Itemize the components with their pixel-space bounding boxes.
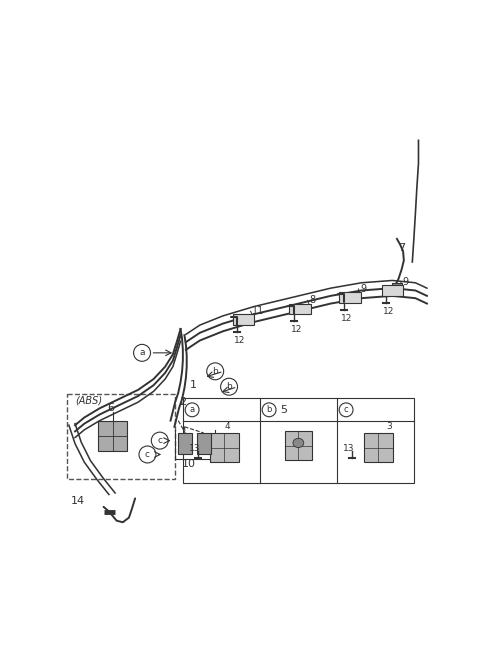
Text: (ABS): (ABS) <box>75 396 102 405</box>
Circle shape <box>185 403 199 417</box>
Circle shape <box>139 446 156 463</box>
Text: 9: 9 <box>402 277 408 287</box>
Circle shape <box>262 403 276 417</box>
Bar <box>178 433 192 455</box>
Text: 13: 13 <box>189 444 201 453</box>
Circle shape <box>133 344 151 361</box>
Bar <box>339 292 361 303</box>
Text: 5: 5 <box>280 405 287 415</box>
Text: 2: 2 <box>180 397 186 407</box>
Text: 10: 10 <box>182 459 196 469</box>
Text: 8: 8 <box>309 295 315 306</box>
Bar <box>382 285 403 296</box>
Text: c: c <box>157 436 162 445</box>
Bar <box>392 291 400 295</box>
Text: 12: 12 <box>291 325 302 335</box>
Bar <box>285 430 312 460</box>
Circle shape <box>339 403 353 417</box>
FancyBboxPatch shape <box>67 394 175 479</box>
Bar <box>233 314 254 325</box>
Bar <box>289 304 311 314</box>
Text: 14: 14 <box>71 496 85 506</box>
Text: 11: 11 <box>252 306 264 316</box>
Text: b: b <box>226 382 232 391</box>
Bar <box>364 433 393 462</box>
Text: 13: 13 <box>343 444 355 453</box>
Text: 7: 7 <box>398 243 405 253</box>
Text: b: b <box>266 405 272 415</box>
Text: 4: 4 <box>225 422 230 431</box>
Bar <box>197 433 211 455</box>
Text: 12: 12 <box>383 307 395 316</box>
Text: 3: 3 <box>386 422 392 431</box>
Bar <box>183 398 414 483</box>
Circle shape <box>221 379 238 395</box>
Text: 12: 12 <box>341 314 352 323</box>
Circle shape <box>207 363 224 380</box>
Text: 6: 6 <box>108 403 115 413</box>
Text: a: a <box>190 405 195 415</box>
Bar <box>98 421 127 451</box>
Text: b: b <box>212 367 218 376</box>
Text: c: c <box>344 405 348 415</box>
Bar <box>210 433 239 462</box>
Text: 9: 9 <box>360 284 366 294</box>
Text: c: c <box>145 450 150 459</box>
Bar <box>392 283 402 289</box>
Text: 12: 12 <box>234 336 246 345</box>
Text: a: a <box>139 348 145 358</box>
Ellipse shape <box>293 438 304 447</box>
Circle shape <box>151 432 168 449</box>
Text: 1: 1 <box>190 380 197 390</box>
